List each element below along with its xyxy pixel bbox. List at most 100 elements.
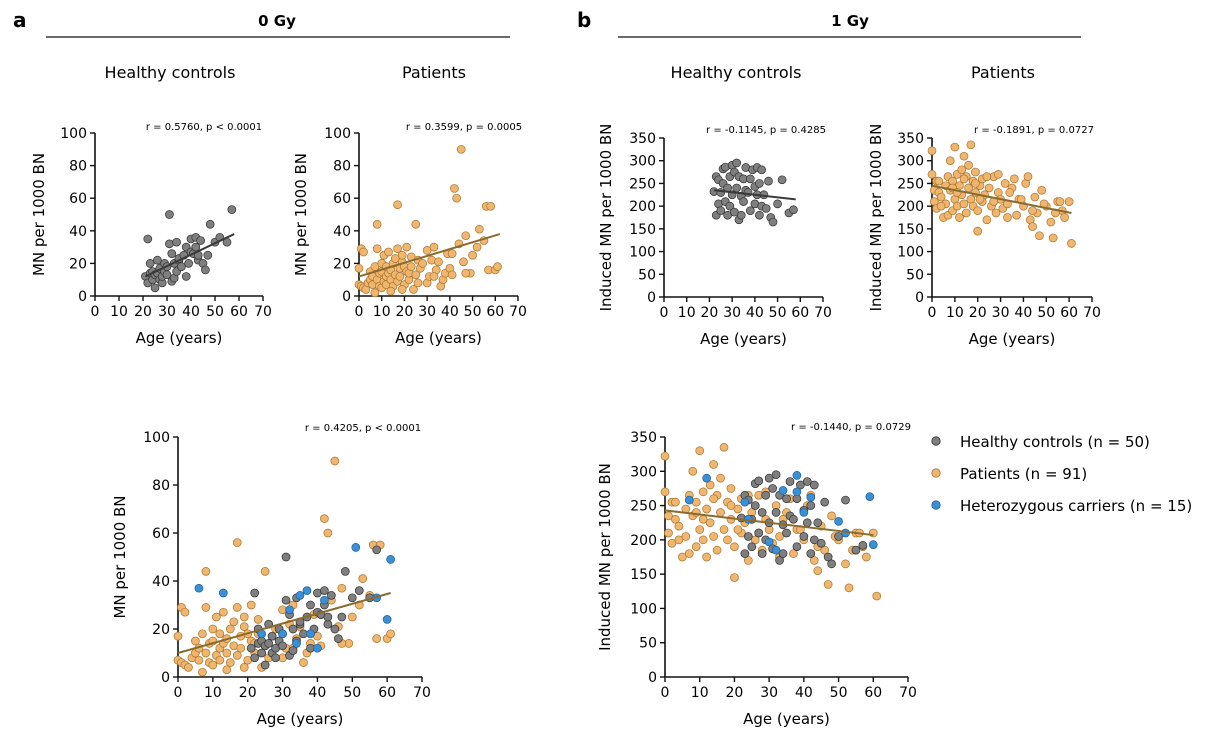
data-point-carriers <box>386 555 395 564</box>
data-point-patients <box>411 219 421 229</box>
data-point-healthy <box>764 176 773 186</box>
correlation-stat: r = -0.1891, p = 0.0727 <box>974 125 1094 136</box>
data-point-healthy <box>143 234 153 244</box>
y-tick-label: 0 <box>342 289 351 305</box>
x-tick-label: 50 <box>830 685 848 701</box>
correlation-stat: r = -0.1440, p = 0.0729 <box>791 422 911 433</box>
y-tick-label: 100 <box>630 601 657 617</box>
data-point-patients <box>945 156 955 166</box>
data-point-healthy <box>288 624 298 634</box>
data-point-patients <box>222 648 232 658</box>
data-point-healthy <box>802 518 812 528</box>
data-point-patients <box>664 511 673 521</box>
data-point-patients <box>337 583 347 593</box>
data-point-patients <box>936 192 946 202</box>
data-point-healthy <box>184 259 193 268</box>
data-point-healthy <box>792 542 802 552</box>
data-point-carriers <box>834 516 843 526</box>
data-point-patients <box>709 460 718 469</box>
trend-line <box>931 184 1072 214</box>
data-point-healthy <box>330 624 340 634</box>
data-point-healthy <box>150 283 160 293</box>
data-point-patients <box>971 167 980 177</box>
data-point-healthy <box>281 552 291 562</box>
data-point-patients <box>868 528 878 538</box>
data-point-patients <box>993 169 1003 179</box>
x-tick-label: 0 <box>661 685 670 701</box>
data-point-healthy <box>761 490 771 500</box>
data-point-healthy <box>260 660 270 670</box>
data-point-patients <box>1046 217 1056 227</box>
y-tick-label: 0 <box>78 289 87 305</box>
data-point-patients <box>330 456 340 466</box>
y-tick-label: 40 <box>333 224 351 240</box>
data-point-carriers <box>194 583 204 593</box>
chart-a3: 0 10 20 30 40 50 60 70 0 20 40 60 80 100 Age (years) MN… <box>111 423 431 728</box>
data-point-patients <box>820 545 830 555</box>
data-point-patients <box>1060 213 1069 222</box>
x-tick-label: 30 <box>418 304 436 320</box>
y-tick-label: 100 <box>143 430 170 446</box>
data-point-patients <box>733 525 743 534</box>
y-axis-label: Induced MN per 1000 BN <box>597 124 615 312</box>
data-point-carriers <box>382 615 392 624</box>
y-tick-label: 200 <box>630 533 657 549</box>
data-point-patients <box>386 629 395 639</box>
data-point-patients <box>232 651 242 660</box>
x-tick-label: 0 <box>660 305 669 321</box>
y-tick-label: 40 <box>152 574 170 590</box>
trend-line <box>177 592 391 654</box>
data-point-carriers <box>806 492 816 502</box>
data-point-healthy <box>851 545 861 555</box>
data-point-healthy <box>347 593 357 603</box>
legend-marker-carriers <box>931 500 941 510</box>
data-point-healthy <box>323 612 333 622</box>
x-tick-label: 40 <box>441 304 459 320</box>
y-axis-label: MN per 1000 BN <box>30 153 48 276</box>
data-point-carriers <box>313 643 322 653</box>
x-tick-label: 40 <box>1015 305 1033 321</box>
data-point-patients <box>434 257 443 267</box>
x-tick-label: 30 <box>760 685 778 701</box>
data-point-patients <box>354 263 364 273</box>
data-point-healthy <box>789 205 798 215</box>
data-point-patients <box>827 511 836 521</box>
data-point-carriers <box>684 495 694 505</box>
data-point-patients <box>674 521 684 531</box>
data-point-patients <box>698 514 708 524</box>
x-tick-label: 60 <box>486 304 504 320</box>
dose-title-0gy: 0 Gy <box>258 12 296 30</box>
x-tick-label: 60 <box>378 685 396 701</box>
data-point-healthy <box>745 206 755 216</box>
y-tick-label: 60 <box>333 191 351 207</box>
data-point-healthy <box>736 210 746 220</box>
chart-b3: 0 10 20 30 40 50 60 70 0 50 100 150 200 250 300 350 Age … <box>596 422 917 728</box>
data-point-patients <box>246 600 256 610</box>
data-point-patients <box>955 213 964 222</box>
data-point-patients <box>671 514 680 524</box>
data-point-patients <box>861 552 871 562</box>
data-point-patients <box>173 631 183 641</box>
y-tick-label: 20 <box>69 256 87 272</box>
data-point-patients <box>447 270 457 280</box>
data-point-healthy <box>827 559 836 569</box>
data-point-healthy <box>747 542 757 552</box>
data-point-patients <box>982 215 992 225</box>
data-point-patients <box>705 518 715 528</box>
data-point-patients <box>359 247 368 257</box>
data-point-healthy <box>725 201 735 211</box>
data-point-patients <box>688 466 698 476</box>
data-point-patients <box>1003 213 1012 222</box>
data-point-patients <box>750 535 760 545</box>
data-point-patients <box>681 532 691 541</box>
data-point-patients <box>730 542 739 552</box>
data-point-healthy <box>789 514 798 524</box>
chart-title: Healthy controls <box>105 63 236 82</box>
data-point-patients <box>959 174 969 184</box>
data-point-patients <box>201 567 211 576</box>
data-point-patients <box>936 201 946 211</box>
data-point-patients <box>372 219 382 229</box>
data-point-patients <box>1023 172 1033 181</box>
data-point-carriers <box>702 473 712 483</box>
